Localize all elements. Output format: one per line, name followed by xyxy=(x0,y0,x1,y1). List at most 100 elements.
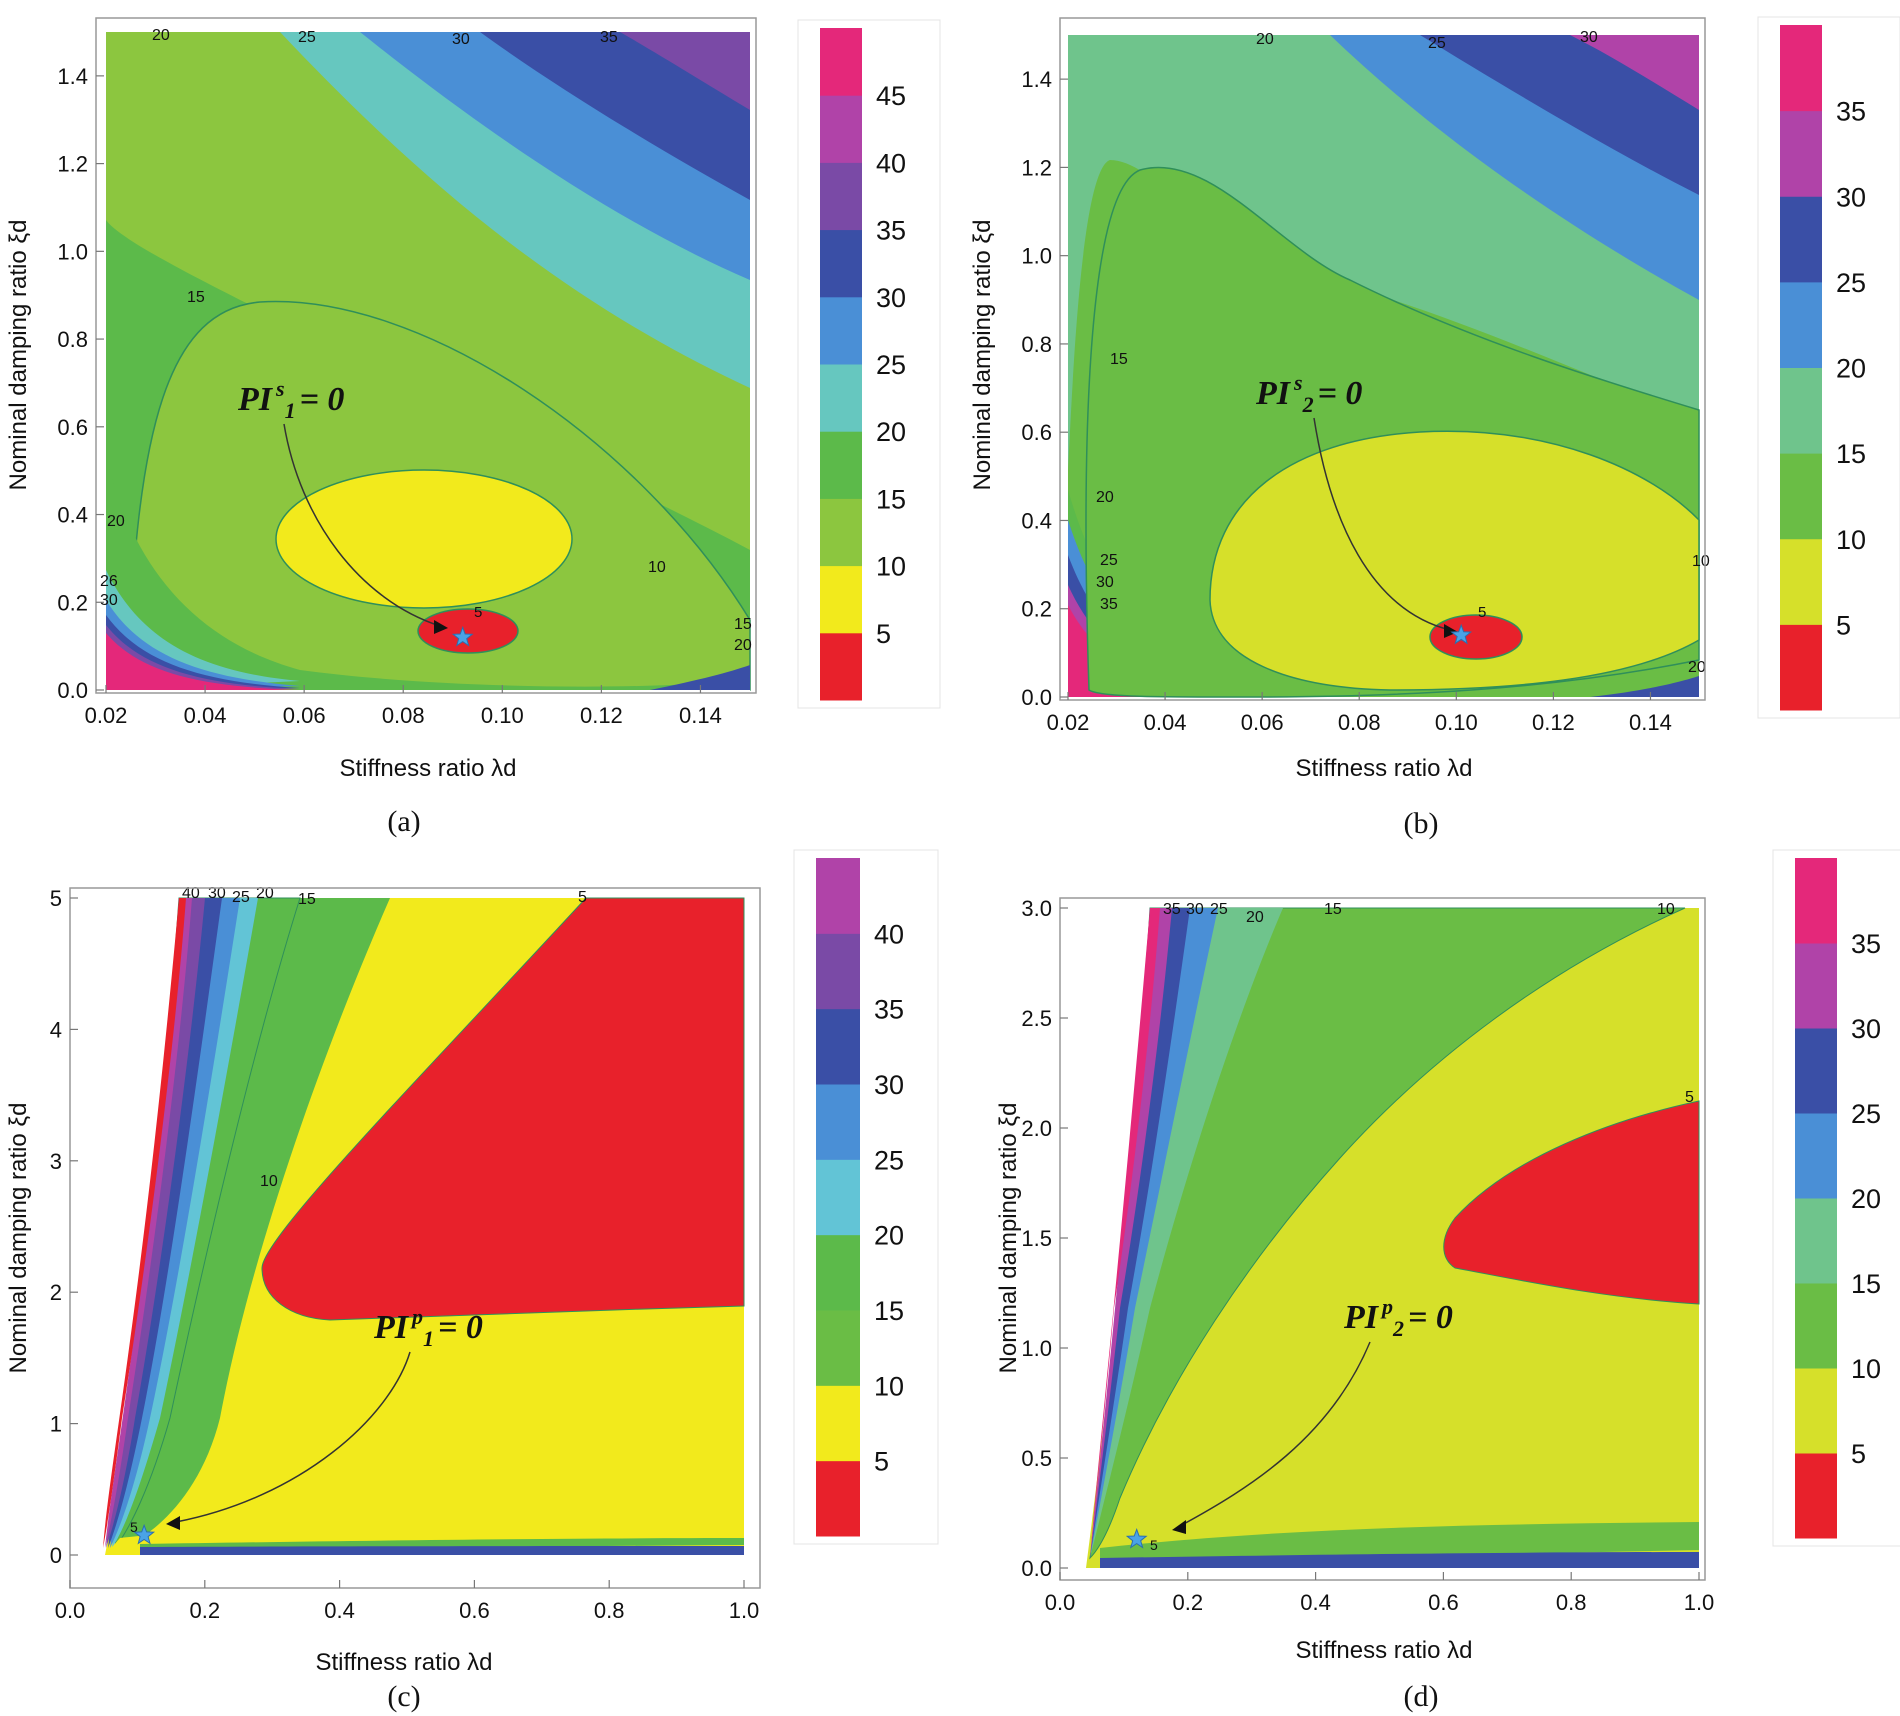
plot-frame xyxy=(1059,17,1706,701)
contour-label: 15 xyxy=(1324,901,1342,918)
colorbar-label: 25 xyxy=(874,1145,904,1175)
contour-label: 5 xyxy=(130,1519,138,1535)
optimum-star-marker xyxy=(1450,623,1473,645)
region-bottom-blue xyxy=(140,1546,744,1555)
y-tick-label: 0 xyxy=(50,1543,62,1568)
colorbar-band xyxy=(1795,943,1837,1029)
colorbar-label: 35 xyxy=(874,995,904,1025)
arrow-head xyxy=(166,1516,180,1530)
contour-label: 30 xyxy=(1580,29,1598,46)
contour-label: 20 xyxy=(1256,31,1274,48)
y-tick-label: 4 xyxy=(50,1017,62,1042)
arrow-head xyxy=(1444,624,1458,638)
annotation-arrow xyxy=(1313,417,1451,631)
region-edge-red xyxy=(103,898,186,1548)
x-axis-label: Stiffness ratio λd xyxy=(340,755,517,782)
colorbar-label: 10 xyxy=(1851,1354,1881,1384)
colorbar-band xyxy=(1780,110,1822,197)
y-tick-label: 0.5 xyxy=(1021,1446,1052,1471)
contour-label: 20 xyxy=(734,637,752,654)
colorbar: 5 10 15 20 25 30 35 xyxy=(1772,849,1900,1547)
contour-label: 25 xyxy=(1210,901,1228,918)
y-tick-label: 1.4 xyxy=(57,64,88,89)
colorbar-band xyxy=(816,933,860,1010)
contour-label: 25 xyxy=(298,29,316,46)
contour-label: 30 xyxy=(1096,574,1114,591)
y-tick-label: 0.0 xyxy=(1021,1556,1052,1581)
region-bottom-green xyxy=(1100,1522,1699,1560)
contour-label: 10 xyxy=(1692,553,1710,570)
y-axis: 0 1 2 3 4 5 xyxy=(50,886,78,1568)
colorbar-label: 5 xyxy=(876,619,891,649)
y-tick-label: 0.4 xyxy=(1021,508,1052,533)
colorbar-band xyxy=(1780,25,1822,112)
y-tick-label: 2.0 xyxy=(1021,1116,1052,1141)
x-tick-label: 0.14 xyxy=(679,703,722,728)
x-tick-label: 0.4 xyxy=(324,1598,355,1623)
contour-label: 10 xyxy=(260,1173,278,1190)
y-tick-label: 0.8 xyxy=(1021,332,1052,357)
colorbar-label: 45 xyxy=(876,81,906,111)
y-axis: 0.0 0.5 1.0 1.5 2.0 2.5 3.0 xyxy=(1021,896,1068,1581)
colorbar-band xyxy=(1780,367,1822,454)
x-axis-label: Stiffness ratio λd xyxy=(1296,1637,1473,1664)
y-tick-label: 0.2 xyxy=(57,590,88,615)
contour-label: 20 xyxy=(1688,659,1706,676)
panel-c-contour-plot xyxy=(70,888,760,1588)
y-tick-label: 1.0 xyxy=(1021,244,1052,269)
x-axis: 0.02 0.04 0.06 0.08 0.10 0.12 0.14 xyxy=(1047,692,1672,735)
colorbar-band xyxy=(1780,453,1822,540)
x-tick-label: 0.12 xyxy=(580,703,623,728)
x-tick-label: 0.6 xyxy=(1428,1590,1459,1615)
panel-d-contour-plot xyxy=(1060,898,1705,1580)
contour-label: 20 xyxy=(152,27,170,44)
colorbar-band xyxy=(820,498,862,567)
y-tick-label: 5 xyxy=(50,886,62,911)
colorbar-label: 25 xyxy=(876,350,906,380)
x-tick-label: 0.14 xyxy=(1629,710,1672,735)
y-tick-label: 0.0 xyxy=(1021,685,1052,710)
colorbar-label: 25 xyxy=(1851,1099,1881,1129)
contour-label: 30 xyxy=(208,885,226,902)
colorbar-band xyxy=(820,565,862,634)
x-tick-label: 0.02 xyxy=(85,703,128,728)
colorbar-label: 5 xyxy=(874,1447,889,1477)
x-tick-label: 0.6 xyxy=(459,1598,490,1623)
colorbar: 5 10 15 20 25 30 35 40 xyxy=(793,849,939,1545)
y-tick-label: 3.0 xyxy=(1021,896,1052,921)
region-35-40 xyxy=(620,32,750,110)
colorbar-band xyxy=(816,1234,860,1311)
colorbar-band xyxy=(820,364,862,432)
x-tick-label: 0.0 xyxy=(1045,1590,1076,1615)
colorbar-band xyxy=(816,1008,860,1085)
panel-caption: (b) xyxy=(1404,807,1439,840)
contour-label: 20 xyxy=(1096,489,1114,506)
contour-label: 25 xyxy=(1100,552,1118,569)
colorbar-band xyxy=(1795,858,1837,944)
x-tick-label: 0.04 xyxy=(1144,710,1187,735)
contour-label: 15 xyxy=(298,891,316,908)
colorbar-band xyxy=(1795,1283,1837,1369)
region-30-35 xyxy=(1570,35,1699,110)
y-axis-label: Nominal damping ratio ξd xyxy=(969,220,996,491)
colorbar-label: 40 xyxy=(876,148,906,178)
colorbar-band xyxy=(816,1310,860,1386)
colorbar-label: 35 xyxy=(876,216,906,246)
region-25-30 xyxy=(1090,908,1190,1558)
colorbar-band xyxy=(820,632,862,701)
region-0-5 xyxy=(417,608,519,654)
y-tick-label: 0.8 xyxy=(57,327,88,352)
y-tick-label: 1.0 xyxy=(1021,1336,1052,1361)
colorbar-label: 30 xyxy=(1851,1014,1881,1044)
x-tick-label: 1.0 xyxy=(729,1598,760,1623)
contour-label: 30 xyxy=(100,592,118,609)
colorbar-label: 5 xyxy=(1836,610,1851,640)
colorbar-band xyxy=(816,1084,860,1160)
colorbar-label: 40 xyxy=(874,919,904,949)
colorbar-label: 20 xyxy=(876,417,906,447)
x-tick-label: 0.10 xyxy=(1435,710,1478,735)
contour-label: 10 xyxy=(1657,901,1675,918)
contour-label: 20 xyxy=(1246,909,1264,926)
annotation-arrow xyxy=(1179,1341,1371,1527)
colorbar: 5 10 15 20 25 30 35 40 45 xyxy=(797,19,941,709)
